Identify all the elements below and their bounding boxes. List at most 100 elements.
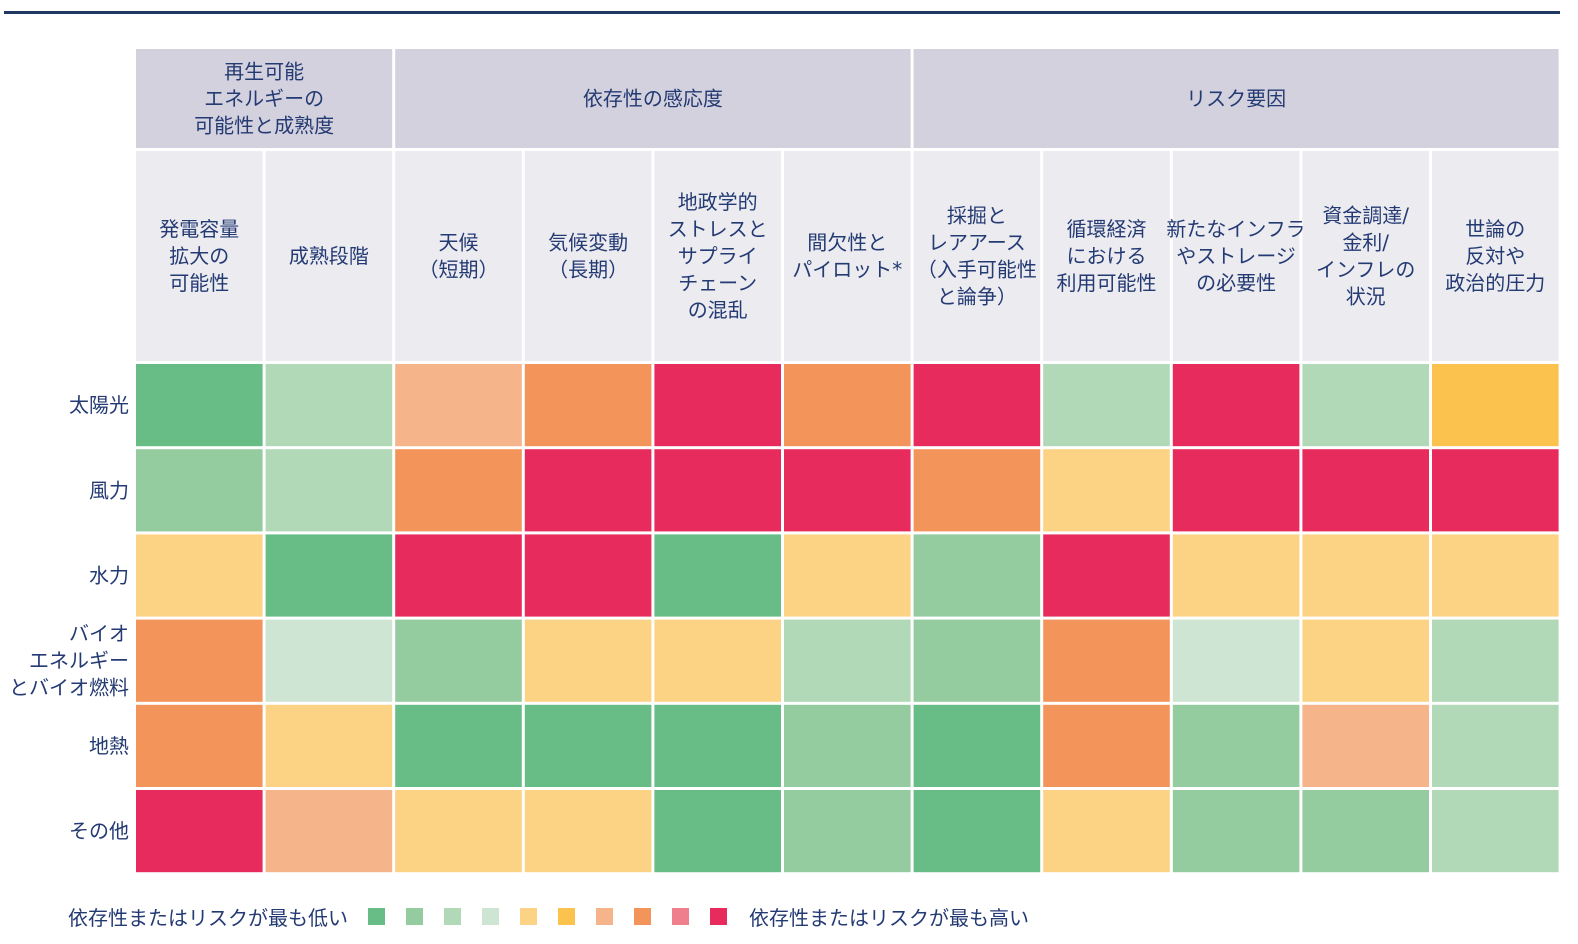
legend-swatch [520,907,537,925]
column-header-cell [1302,151,1429,361]
column-header-label-line: における [1067,244,1147,268]
group-header-label-line: 再生可能 [224,60,304,84]
group-header-label: 依存性の感応度 [583,87,723,111]
heatmap-cell [1043,619,1170,702]
legend-swatch [558,907,575,925]
column-header-label-line: 反対や [1465,244,1525,268]
heatmap-cell [1432,534,1559,617]
column-header-label-line: 政治的圧力 [1445,271,1545,295]
heatmap-cell [136,449,263,532]
heatmap-cell [784,790,911,873]
heatmap-cell [395,790,522,873]
heatmap-cell [395,534,522,617]
column-header-label-line: パイロット* [792,258,902,282]
heatmap-cell [1302,619,1429,702]
column-header-label-line: の混乱 [688,298,748,322]
heatmap-cell [913,704,1041,787]
heatmap-cell [136,704,263,787]
column-header-label-line: やストレージ [1176,244,1296,268]
column-header-label-line: 間欠性と [807,231,887,255]
column-header-label-line: 地政学的 [678,190,758,214]
column-header-cell [913,151,1041,361]
column-header-label: 採掘とレアアース （入手可能性と論争） [917,204,1037,309]
column-header-label-line: インフレの [1316,258,1415,282]
heatmap-cell [524,534,652,617]
row-label: 水力 [89,564,129,588]
row-label-line: 風力 [89,478,129,502]
column-header-cell [1432,151,1559,361]
heatmap-cell [1172,364,1300,447]
heatmap-cell [1432,364,1559,447]
legend-swatch [596,907,613,925]
column-header-label-line: 金利/ [1342,231,1389,255]
heatmap-cell [654,619,781,702]
heatmap-cell [1432,704,1559,787]
heatmap-cell [654,449,781,532]
column-header-label-line: 採掘と [947,204,1007,228]
heatmap-cell [1043,364,1170,447]
heatmap-cell [395,704,522,787]
legend-swatch [482,907,499,925]
column-header-cell [1172,151,1300,361]
heatmap-cell [265,619,393,702]
row-label-line: その他 [69,819,129,843]
column-header-label-line: と論争） [937,285,1017,309]
column-header-label: 気候変動 （長期） [548,231,628,282]
heatmap-cell [654,534,781,617]
heatmap-cell [1432,619,1559,702]
group-header-cell [136,49,393,148]
column-header-label-line: 発電容量 [159,217,239,241]
column-header-label: 天候 （短期） [419,231,499,282]
heatmap-cell [1302,364,1429,447]
heatmap-cell [784,619,911,702]
heatmap-cell [1172,704,1300,787]
row-label: 地熱 [89,734,129,758]
column-header-label-line: 気候変動 [548,231,628,255]
group-header-label: リスク要因 [1186,87,1286,111]
heatmap-cell [1302,449,1429,532]
legend-swatch [406,907,423,925]
heatmap-cell [136,534,263,617]
heatmap-cell [395,619,522,702]
column-header-label-line: （入手可能性 [917,258,1037,282]
legend-high-label: 依存性またはリスクが最も高い [749,905,1029,930]
heatmap-cell [784,449,911,532]
column-header-label-line: 新たなインフラ [1166,217,1305,241]
legend-low-label: 依存性またはリスクが最も低い [68,905,348,930]
column-header-label: 間欠性とパイロット* [792,231,902,282]
heatmap-cell [524,364,652,447]
row-label-line: とバイオ燃料 [9,676,129,700]
row-label: 太陽光 [69,393,129,417]
row-label: 風力 [89,478,129,502]
legend-swatch [444,907,461,925]
heatmap-cell [1043,534,1170,617]
heatmap-cell [265,790,393,873]
group-header-label-line: エネルギーの [204,87,324,111]
heatmap-cell [654,790,781,873]
group-header-label-line: リスク要因 [1186,87,1286,111]
column-header-label: 発電容量拡大の可能性 [159,217,239,295]
heatmap-cell [784,364,911,447]
heatmap-cell [1172,449,1300,532]
column-header-cell [265,151,393,361]
heatmap-cell [524,790,652,873]
top-rule [4,11,1560,14]
column-header-label-line: （長期） [548,258,628,282]
heatmap-cell [784,704,911,787]
column-header-label: 成熟段階 [289,244,369,268]
column-header-label-line: （短期） [419,258,499,282]
heatmap-cell [1432,449,1559,532]
column-header-label: 世論の反対や政治的圧力 [1445,217,1545,295]
heatmap-cell [913,364,1041,447]
column-header-label: 地政学的ストレスとサプライチェーンの混乱 [668,190,768,322]
row-label: バイオエネルギーとバイオ燃料 [9,622,129,700]
legend-swatch [368,907,385,925]
column-header-cell [654,151,781,361]
heatmap-cell [654,364,781,447]
heatmap-cell [1043,704,1170,787]
heatmap-cell [913,534,1041,617]
column-header-label-line: 資金調達/ [1322,204,1409,228]
column-header-label-line: チェーン [678,271,757,295]
column-header-label: 資金調達/金利/インフレの状況 [1316,204,1415,309]
heatmap-cell [524,449,652,532]
